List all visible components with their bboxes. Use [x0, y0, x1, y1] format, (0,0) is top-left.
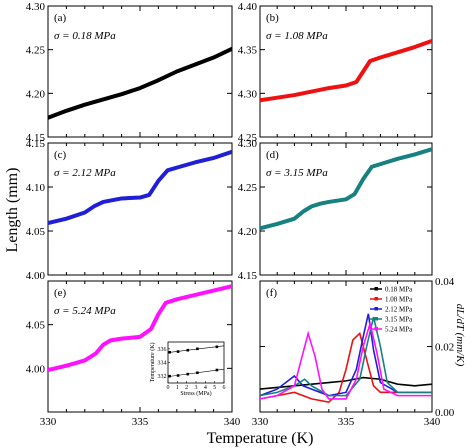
inset-point [168, 350, 171, 354]
series-line-2 [260, 313, 432, 397]
legend-marker [374, 307, 378, 311]
inset-x-tick-label: 1 [176, 385, 179, 391]
panel-c: 4.00 4.05 4.10 4.15 (c) σ = 2.12 MPa [26, 138, 233, 282]
stress-annotation: σ = 2.12 MPa [54, 167, 116, 179]
y-tick-label: 4.05 [26, 226, 46, 238]
x-tick-label: 340 [224, 416, 241, 428]
panel-b: 4.25 4.30 4.35 4.40 (b) σ = 1.08 MPa [238, 1, 433, 144]
data-line [48, 149, 232, 226]
y-tick-label: 4.40 [238, 1, 258, 13]
panel-d: 4.15 4.20 4.25 4.30 (d) σ = 3.15 MPa [238, 138, 433, 282]
y-tick-label: 4.05 [26, 320, 46, 332]
inset-point [176, 374, 180, 377]
panel-frame [259, 142, 433, 276]
panel-label: (d) [266, 149, 279, 161]
y-tick-label: 4.20 [238, 226, 258, 238]
panel-f: 0.00 0.02 0.04 330 335 340 (f) 0.18 MPa 1.08 MPa… [252, 276, 455, 428]
stress-annotation: σ = 1.08 MPa [266, 30, 328, 42]
legend-marker [374, 297, 378, 301]
series-line-3 [260, 316, 432, 397]
inset-point [186, 372, 190, 376]
inset-x-tick-label: 4 [204, 385, 207, 391]
inset-x-tick-label: 3 [195, 385, 198, 391]
data-line [260, 38, 432, 103]
y-tick-label: 4.25 [238, 182, 258, 194]
inset-x-tick-label: 2 [185, 385, 188, 391]
y-tick-label: 4.25 [238, 132, 258, 144]
panel-label: (e) [54, 287, 67, 299]
panel-frame [47, 5, 233, 138]
x-tick-label: 330 [252, 416, 269, 428]
y-tick-label: 4.30 [238, 88, 258, 100]
y-tick-label: 0.02 [435, 342, 454, 354]
inset-point [186, 348, 190, 352]
inset-point [196, 371, 199, 375]
panel-a: 4.15 4.20 4.25 4.30 (a) σ = 0.18 MPa [26, 1, 233, 144]
panel-label: (c) [54, 149, 67, 161]
inset-y-tick-label: 336 [158, 347, 167, 353]
panel-label: (f) [266, 287, 277, 299]
inset-point [215, 368, 219, 372]
inset-point [168, 374, 171, 378]
y-tick-label: 4.15 [238, 270, 258, 282]
data-line [48, 284, 232, 373]
x-axis-label: Temperature (K) [207, 430, 314, 447]
x-tick-label: 335 [338, 416, 355, 428]
inset-x-tick-label: 0 [167, 385, 170, 391]
series-line-4 [260, 320, 432, 400]
y-tick-label: 4.00 [26, 270, 46, 282]
legend-marker [374, 287, 378, 291]
y-tick-label: 4.35 [238, 45, 258, 57]
inset-x-tick-label: 5 [213, 385, 216, 391]
y-tick-label: 4.10 [26, 182, 46, 194]
legend-label: 1.08 MPa [385, 296, 413, 304]
series-line-0 [260, 376, 432, 390]
data-line [48, 46, 232, 120]
stress-annotation: σ = 3.15 MPa [266, 167, 328, 179]
y-axis-label: Length (mm) [4, 168, 21, 253]
y-tick-label: 0.04 [435, 276, 455, 288]
legend-label: 3.15 MPa [385, 316, 413, 324]
inset: 332 334 336 0 1 2 3 4 5 6 Stress (MPa) Temperature … [149, 341, 226, 397]
inset-y-label: Temperature (K) [149, 342, 156, 382]
y-tick-label: 4.00 [26, 363, 46, 375]
y-tick-label: 4.30 [238, 138, 258, 150]
x-tick-label: 330 [40, 416, 57, 428]
right-y-axis-label: dL/dT (mm/K) [454, 304, 466, 367]
inset-x-tick-label: 6 [223, 385, 226, 391]
y-tick-label: 4.25 [26, 45, 46, 57]
x-tick-label: 335 [132, 416, 149, 428]
panel-label: (b) [266, 12, 279, 24]
y-tick-label: 4.15 [26, 132, 46, 144]
stress-annotation: σ = 0.18 MPa [54, 30, 116, 42]
x-tick-label: 340 [424, 416, 441, 428]
legend-label: 5.24 MPa [385, 326, 413, 334]
legend-label: 0.18 MPa [385, 286, 413, 294]
inset-frame [167, 341, 225, 384]
inset-y-tick-label: 332 [158, 374, 167, 380]
inset-point [196, 347, 199, 351]
panel-label: (a) [54, 12, 67, 24]
y-tick-label: 4.15 [26, 138, 46, 150]
legend-marker [374, 327, 378, 331]
panel-frame [259, 5, 433, 138]
inset-y-tick-label: 334 [158, 361, 167, 367]
y-tick-label: 0.00 [435, 407, 455, 419]
inset-point [176, 350, 180, 353]
inset-x-label: Stress (MPa) [180, 390, 211, 397]
legend-marker [374, 317, 378, 321]
inset-point [215, 345, 219, 349]
data-line [260, 147, 432, 231]
panel-frame [47, 142, 233, 276]
y-tick-label: 4.20 [26, 88, 46, 100]
stress-annotation: σ = 5.24 MPa [54, 305, 116, 317]
legend-label: 2.12 MPa [385, 306, 413, 314]
y-tick-label: 4.30 [26, 1, 46, 13]
